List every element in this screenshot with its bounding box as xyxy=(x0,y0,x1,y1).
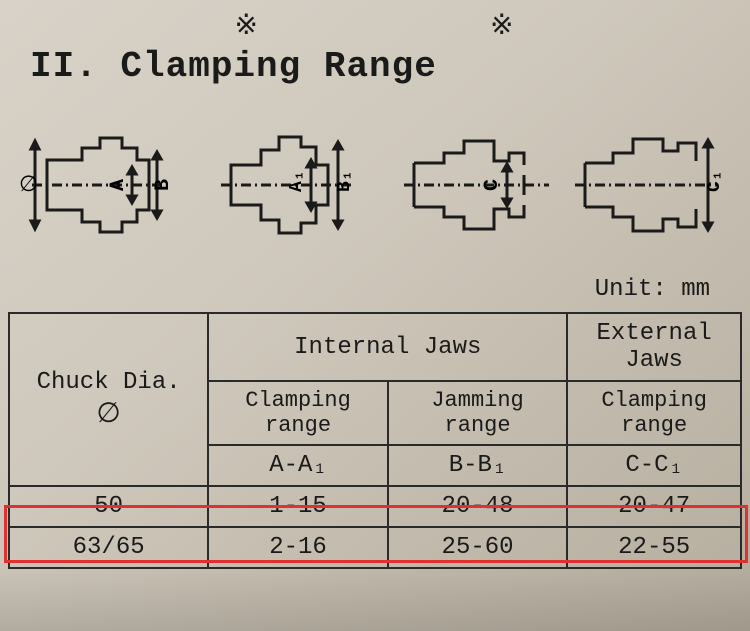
cell-jam: 25-60 xyxy=(388,527,567,568)
label-c1: C₁ xyxy=(705,170,725,192)
label-a1: A₁ xyxy=(287,170,307,192)
label-phi: ∅ xyxy=(19,171,38,196)
unit-label: Unit: mm xyxy=(595,276,710,303)
label-b: B xyxy=(152,179,175,191)
label-c: C xyxy=(481,179,504,191)
cell-dia: 63/65 xyxy=(9,527,208,568)
header-bb1: B-B₁ xyxy=(388,445,567,486)
chuck-dia-symbol: ∅ xyxy=(14,396,203,430)
header-external-jaws: External Jaws xyxy=(567,313,741,381)
header-jamming-range: Jamming range xyxy=(388,381,567,445)
asterisk-mark: ※ xyxy=(235,8,260,42)
diagram-external-c: C xyxy=(399,115,559,255)
table-row: 63/65 2-16 25-60 22-55 xyxy=(9,527,741,568)
cell-clamp: 1-15 xyxy=(208,486,388,527)
cell-clamp: 2-16 xyxy=(208,527,388,568)
chuck-dia-text: Chuck Dia. xyxy=(14,369,203,396)
cell-jam: 20-48 xyxy=(388,486,567,527)
header-aa1: A-A₁ xyxy=(208,445,388,486)
header-ext-clamping-range: Clamping range xyxy=(567,381,741,445)
clamping-range-table: Chuck Dia. ∅ Internal Jaws External Jaws… xyxy=(8,312,742,569)
section-title: II. Clamping Range xyxy=(30,46,437,87)
diagram-internal-ab: ∅ A B xyxy=(17,115,202,255)
cell-ext: 22-55 xyxy=(567,527,741,568)
table-header-row-1: Chuck Dia. ∅ Internal Jaws External Jaws xyxy=(9,313,741,381)
table-row: 50 1-15 20-48 20-47 xyxy=(9,486,741,527)
diagram-external-c1: C₁ xyxy=(573,115,733,255)
cell-ext: 20-47 xyxy=(567,486,741,527)
label-a: A xyxy=(107,179,130,191)
decorative-asterisks: ※ ※ xyxy=(0,8,750,42)
header-chuck-dia: Chuck Dia. ∅ xyxy=(9,313,208,486)
chuck-diagrams-row: ∅ A B A₁ B₁ xyxy=(10,110,740,260)
header-cc1: C-C₁ xyxy=(567,445,741,486)
header-clamping-range: Clamping range xyxy=(208,381,388,445)
asterisk-mark: ※ xyxy=(490,8,515,42)
diagram-internal-a1b1: A₁ B₁ xyxy=(216,115,386,255)
label-b1: B₁ xyxy=(335,170,355,192)
page-shadow xyxy=(0,561,750,631)
header-internal-jaws: Internal Jaws xyxy=(208,313,567,381)
cell-dia: 50 xyxy=(9,486,208,527)
